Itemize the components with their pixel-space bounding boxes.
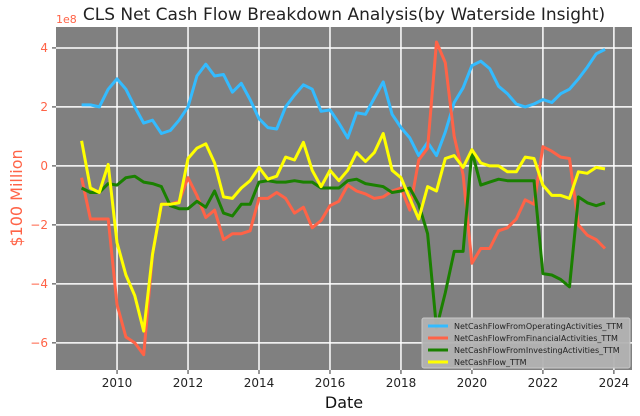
- y-tick-label: 0: [40, 159, 48, 173]
- x-tick-label: 2016: [315, 376, 346, 390]
- legend: NetCashFlowFromOperatingActivities_TTM Ne…: [421, 317, 631, 369]
- y-tick-label: −2: [30, 218, 48, 232]
- x-tick-label: 2020: [457, 376, 488, 390]
- y-axis-label: $100 Million: [7, 149, 26, 246]
- x-tick-label: 2024: [599, 376, 630, 390]
- legend-box: [421, 317, 631, 369]
- y-offset-label: 1e8: [56, 13, 77, 26]
- y-tick-label: 4: [40, 41, 48, 55]
- legend-label: NetCashFlowFromOperatingActivities_TTM: [454, 322, 623, 331]
- y-tick-label: 2: [40, 100, 48, 114]
- y-tick-label: −4: [30, 277, 48, 291]
- x-axis: 2010 2012 2014 2016 2018 2020 2022 2024: [102, 370, 629, 390]
- series-line: [80, 149, 606, 330]
- x-tick-label: 2022: [528, 376, 559, 390]
- x-tick-label: 2012: [173, 376, 204, 390]
- chart-title: CLS Net Cash Flow Breakdown Analysis(by …: [83, 5, 605, 25]
- y-axis: 4 2 0 −2 −4 −6: [30, 41, 56, 350]
- x-tick-label: 2014: [244, 376, 275, 390]
- legend-label: NetCashFlow_TTM: [454, 358, 527, 367]
- series-line: [80, 132, 606, 333]
- legend-label: NetCashFlowFromInvestingActivities_TTM: [454, 346, 620, 355]
- x-axis-label: Date: [325, 393, 363, 412]
- y-tick-label: −6: [30, 336, 48, 350]
- series-lines: [80, 40, 607, 357]
- legend-label: NetCashFlowFromFinancialActivities_TTM: [454, 334, 618, 343]
- x-tick-label: 2018: [386, 376, 417, 390]
- x-tick-label: 2010: [102, 376, 133, 390]
- series-line: [81, 48, 606, 158]
